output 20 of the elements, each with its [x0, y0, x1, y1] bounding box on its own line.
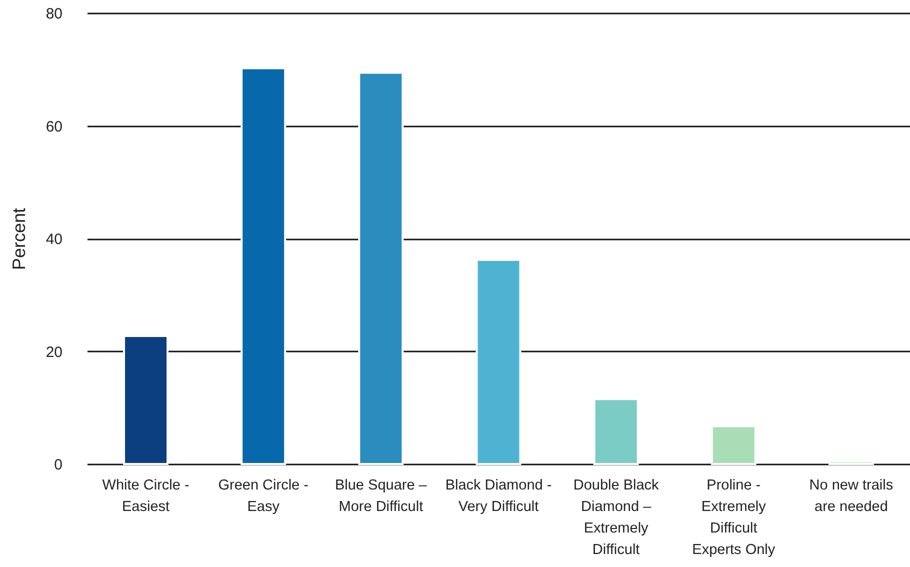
bar [240, 67, 286, 465]
bar [593, 398, 639, 465]
bar [828, 460, 874, 465]
bar [358, 72, 404, 465]
x-tick-label: No new trails are needed [809, 478, 894, 515]
x-tick-label: Blue Square – More Difficult [334, 478, 428, 515]
bar [710, 425, 756, 465]
y-axis-title: Percent [8, 208, 29, 270]
x-tick-label: White Circle - Easiest [102, 478, 190, 515]
x-tick-label: Proline - Extremely Difficult Experts Only [692, 478, 776, 558]
y-tick-label: 0 [54, 456, 62, 474]
x-tick-label: Green Circle - Easy [218, 478, 309, 515]
x-tick-label: Double Black Diamond – Extremely Difficult [573, 478, 660, 558]
y-tick-label: 80 [46, 6, 62, 22]
bar [476, 258, 522, 465]
y-tick-label: 20 [46, 344, 62, 361]
x-tick-label: Black Diamond - Very Difficult [445, 478, 552, 515]
y-tick-label: 60 [46, 118, 62, 136]
y-tick-label: 40 [46, 231, 62, 248]
bar [123, 335, 169, 465]
